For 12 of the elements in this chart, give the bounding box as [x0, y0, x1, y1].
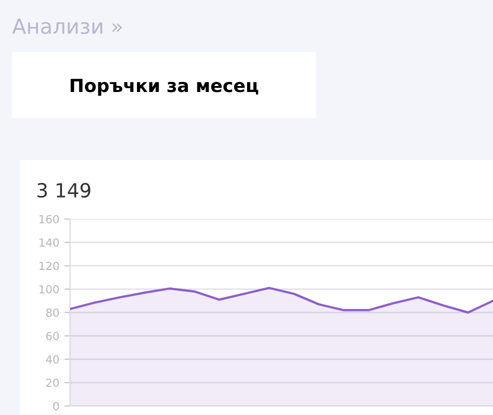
- y-tick-label: 140: [40, 238, 59, 247]
- y-tick-label: 120: [40, 262, 59, 270]
- y-tick-label: 0: [53, 402, 59, 410]
- chart-subtitle: 3 149: [37, 182, 90, 198]
- y-tick-label: 20: [46, 378, 59, 388]
- chart-title: Поръчки за месец: [70, 78, 258, 96]
- y-tick-label: 60: [46, 332, 59, 340]
- y-tick-label: 160: [40, 214, 59, 224]
- y-tick-label: 80: [46, 308, 59, 317]
- text: Анализи »: [12, 18, 122, 34]
- y-tick-label: 100: [40, 285, 59, 294]
- y-tick-label: 40: [46, 355, 59, 364]
